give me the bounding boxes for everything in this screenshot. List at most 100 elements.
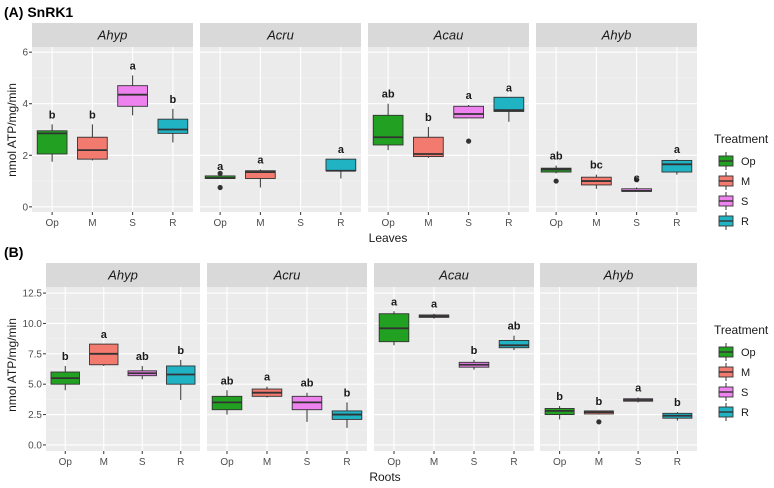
- panel-b-x-tick-label: Op: [59, 457, 73, 468]
- panel-b-facet-title: Ahyp: [107, 268, 138, 283]
- panel-b-x-tick-label: S: [635, 457, 642, 468]
- panel-a-facet-strip: [200, 23, 361, 47]
- panel-a-x-tick-label: M: [592, 218, 600, 229]
- panel-b-significance-label: ab: [301, 378, 314, 390]
- panel-b-x-tick-label: S: [471, 457, 478, 468]
- panel-a-box-acru-r: [325, 158, 357, 172]
- panel-a-y-tick-label: 6: [22, 48, 28, 59]
- panel-a-x-tick-label: Op: [213, 218, 227, 229]
- panel-a-facet-strip: [536, 23, 697, 47]
- panel-a-x-tick-label: Op: [549, 218, 563, 229]
- panel-a-facet-title: Acru: [266, 28, 294, 43]
- panel-a-significance-label: a: [217, 161, 224, 173]
- panel-b-y-tick-label: 10.0: [23, 319, 43, 330]
- panel-b-x-tick-label: Op: [387, 457, 401, 468]
- panel-a-x-tick-label: M: [256, 218, 264, 229]
- panel-a-x-tick-label: R: [673, 218, 680, 229]
- panel-a-significance-label: ab: [382, 89, 395, 101]
- panel-b-significance-label: ab: [508, 321, 521, 333]
- panel-b-x-tick-label: R: [674, 457, 681, 468]
- panel-a-x-axis-title: Leaves: [369, 231, 408, 245]
- panel-a-y-tick-label: 0: [22, 202, 28, 213]
- panel-a-x-tick-label: Op: [381, 218, 395, 229]
- panel-a-box-acau-s: [453, 105, 484, 119]
- panel-a-facet-strip: [368, 23, 529, 47]
- panel-a-box-ahyp-r: [157, 118, 189, 134]
- panel-b-x-tick-label: R: [343, 457, 350, 468]
- panel-b-x-tick-label: Op: [553, 457, 567, 468]
- panel-a-x-tick-label: S: [297, 218, 304, 229]
- panel-b-facet-strip: [207, 263, 367, 287]
- panel-b-facet-title: Acru: [273, 268, 301, 283]
- panel-a-box-acau-op: [372, 114, 404, 146]
- panel-a-box-ahyp-op: [36, 130, 68, 155]
- legend-label-op: Op: [741, 347, 756, 359]
- panel-a-x-tick-label: S: [465, 218, 472, 229]
- legend-label-op: Op: [741, 156, 756, 168]
- panel-a-label: (A) SnRK1: [4, 4, 73, 20]
- panel-b-significance-label: b: [471, 345, 478, 357]
- panel-a-significance-label: a: [130, 60, 137, 72]
- panel-a-outlier-point: [217, 184, 223, 191]
- panel-b-significance-label: a: [101, 329, 108, 341]
- panel-a-significance-label: c: [634, 173, 640, 185]
- panel-b-x-tick-label: S: [139, 457, 146, 468]
- panel-a-significance-label: b: [170, 94, 177, 106]
- panel-a-y-axis-title: nmol ATP/mg/min: [5, 83, 19, 177]
- panel-a-x-tick-label: S: [633, 218, 640, 229]
- panel-b-facet-strip: [46, 263, 200, 287]
- panel-b-y-tick-label: 2.5: [28, 410, 42, 421]
- panel-a-significance-label: b: [425, 112, 432, 124]
- panel-b-significance-label: b: [177, 345, 184, 357]
- panel-a-significance-label: ab: [550, 151, 563, 163]
- panel-b-x-tick-label: S: [304, 457, 311, 468]
- panel-a-box-ahyp-s: [117, 85, 148, 107]
- panel-a-x-tick-label: R: [169, 218, 176, 229]
- legend-label-s: S: [741, 196, 748, 208]
- panel-a-facet-strip: [32, 23, 193, 47]
- panel-a-significance-label: b: [89, 109, 96, 121]
- panel-a-box-ahyb-r: [661, 159, 693, 173]
- panel-b-x-tick-label: M: [595, 457, 603, 468]
- legend-label-s: S: [741, 387, 748, 399]
- legend-label-r: R: [741, 407, 749, 419]
- panel-b-x-tick-label: M: [100, 457, 108, 468]
- panel-b-significance-label: b: [62, 351, 69, 363]
- legend-label-m: M: [741, 176, 750, 188]
- panel-b-significance-label: a: [431, 299, 438, 311]
- panel-a-facet-title: Ahyb: [601, 28, 632, 43]
- panel-a-significance-label: a: [257, 154, 264, 166]
- panel-a-x-tick-label: S: [129, 218, 136, 229]
- panel-b-outlier-point: [596, 419, 602, 425]
- panel-a-significance-label: a: [674, 144, 681, 156]
- panel-b-x-tick-label: R: [510, 457, 517, 468]
- panel-b-facet-strip: [374, 263, 534, 287]
- panel-b-facet-strip: [540, 263, 697, 287]
- panel-b-y-tick-label: 0.0: [28, 440, 42, 451]
- panel-b-facet-title: Ahyb: [603, 268, 634, 283]
- panel-b-label: (B): [4, 244, 23, 260]
- panel-b-x-tick-label: Op: [220, 457, 234, 468]
- panel-b-significance-label: ab: [136, 351, 149, 363]
- panel-b-significance-label: a: [391, 296, 398, 308]
- panel-a-x-tick-label: R: [505, 218, 512, 229]
- legend-label-r: R: [741, 216, 749, 228]
- panel-a-significance-label: a: [338, 144, 345, 156]
- panel-b-x-tick-label: M: [263, 457, 271, 468]
- panel-a-significance-label: a: [506, 82, 513, 94]
- panel-b-y-axis-title: nmol ATP/mg/min: [5, 318, 19, 412]
- panel-a-box-ahyp-m: [77, 136, 108, 160]
- panel-b-significance-label: b: [674, 397, 681, 409]
- panel-a-x-tick-label: M: [88, 218, 96, 229]
- panel-a-box-acau-m: [413, 136, 444, 158]
- panel-b-y-tick-label: 5.0: [28, 380, 42, 391]
- panel-a-outlier-point: [634, 177, 640, 183]
- panel-b-significance-label: ab: [221, 375, 234, 387]
- panel-a-y-tick-label: 2: [22, 151, 28, 162]
- panel-b-x-axis-title: Roots: [369, 470, 400, 484]
- panel-a-x-tick-label: M: [424, 218, 432, 229]
